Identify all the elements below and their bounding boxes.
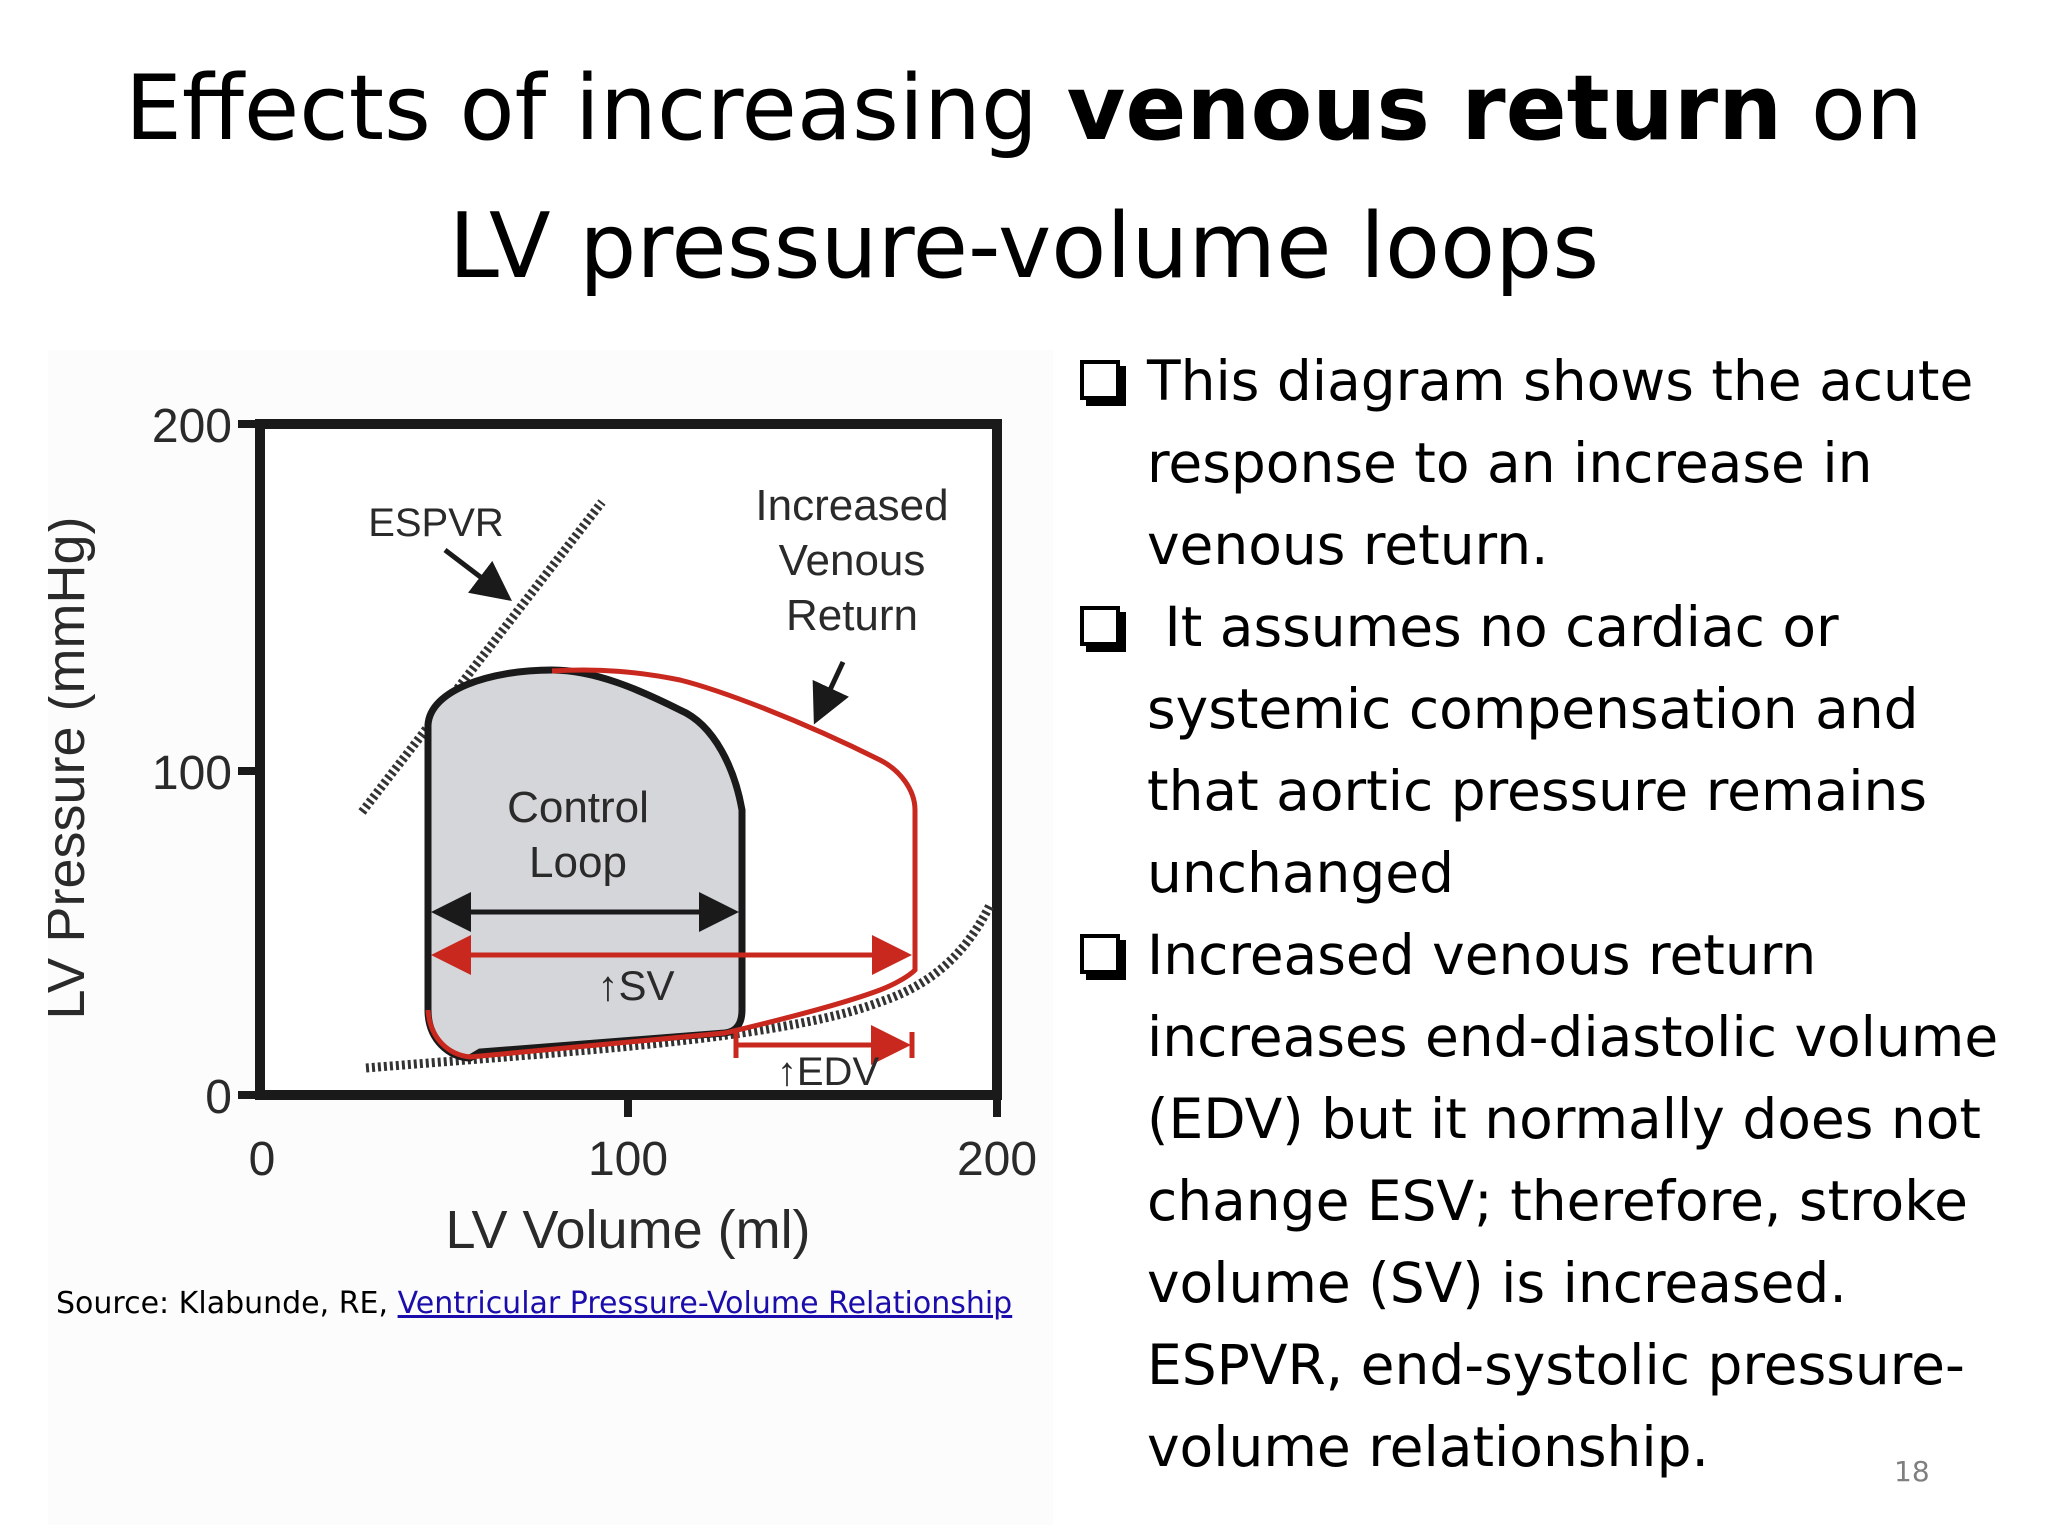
source-prefix: Source: Klabunde, RE, bbox=[56, 1286, 398, 1321]
page-number: 18 bbox=[1894, 1455, 1930, 1488]
increased-label-line3: Return bbox=[786, 591, 918, 640]
pv-loop-diagram: 200 100 0 0 100 200 LV Volume (ml) LV Pr… bbox=[48, 400, 1037, 1260]
y-axis-label: LV Pressure (mmHg) bbox=[48, 516, 96, 1019]
title-part2: on bbox=[1782, 56, 1923, 161]
title-part1: Effects of increasing bbox=[125, 56, 1067, 161]
control-label-line1: Control bbox=[507, 783, 649, 832]
increased-loop bbox=[425, 667, 918, 1060]
sv-label: ↑SV bbox=[597, 962, 674, 1009]
title-bold: venous return bbox=[1066, 56, 1783, 161]
edv-label: ↑EDV bbox=[777, 1050, 880, 1094]
x-tick-label-100: 100 bbox=[588, 1133, 668, 1186]
figure-panel: 200 100 0 0 100 200 LV Volume (ml) LV Pr… bbox=[48, 350, 1053, 1525]
espvr-label: ESPVR bbox=[368, 501, 504, 545]
increased-pointer-arrow bbox=[812, 660, 849, 725]
bullet-item: Increased venous return increases end-di… bbox=[1072, 914, 2032, 1488]
espvr-line bbox=[358, 499, 606, 815]
y-tick-label-100: 100 bbox=[152, 747, 232, 800]
bullet-text: This diagram shows the acute response to… bbox=[1147, 349, 1974, 577]
y-tick-label-200: 200 bbox=[152, 400, 232, 453]
y-tick-label-0: 0 bbox=[205, 1071, 232, 1124]
edpvr-curve bbox=[365, 902, 995, 1073]
x-tick-label-200: 200 bbox=[957, 1133, 1037, 1186]
control-label-line2: Loop bbox=[529, 838, 627, 887]
x-tick-label-0: 0 bbox=[249, 1133, 276, 1186]
increased-label-line2: Venous bbox=[779, 536, 926, 585]
bullet-item: It assumes no cardiac or systemic compen… bbox=[1072, 586, 2032, 914]
bullet-item: This diagram shows the acute response to… bbox=[1072, 340, 2032, 586]
checkbox-bullet-icon bbox=[1080, 934, 1120, 974]
title-line2: LV pressure-volume loops bbox=[448, 194, 1600, 299]
bullet-text: It assumes no cardiac or systemic compen… bbox=[1147, 595, 1945, 905]
slide-title: Effects of increasing venous return on L… bbox=[0, 40, 2048, 316]
x-axis-label: LV Volume (ml) bbox=[445, 1200, 810, 1260]
bullet-text: Increased venous return increases end-di… bbox=[1147, 923, 1999, 1479]
espvr-pointer-arrow bbox=[443, 548, 512, 602]
increased-label-line1: Increased bbox=[755, 481, 948, 530]
source-citation: Source: Klabunde, RE, Ventricular Pressu… bbox=[56, 1286, 1012, 1321]
source-link[interactable]: Ventricular Pressure-Volume Relationship bbox=[397, 1286, 1013, 1321]
checkbox-bullet-icon bbox=[1080, 360, 1120, 400]
checkbox-bullet-icon bbox=[1080, 606, 1120, 646]
bullet-list: This diagram shows the acute response to… bbox=[1072, 340, 2032, 1488]
